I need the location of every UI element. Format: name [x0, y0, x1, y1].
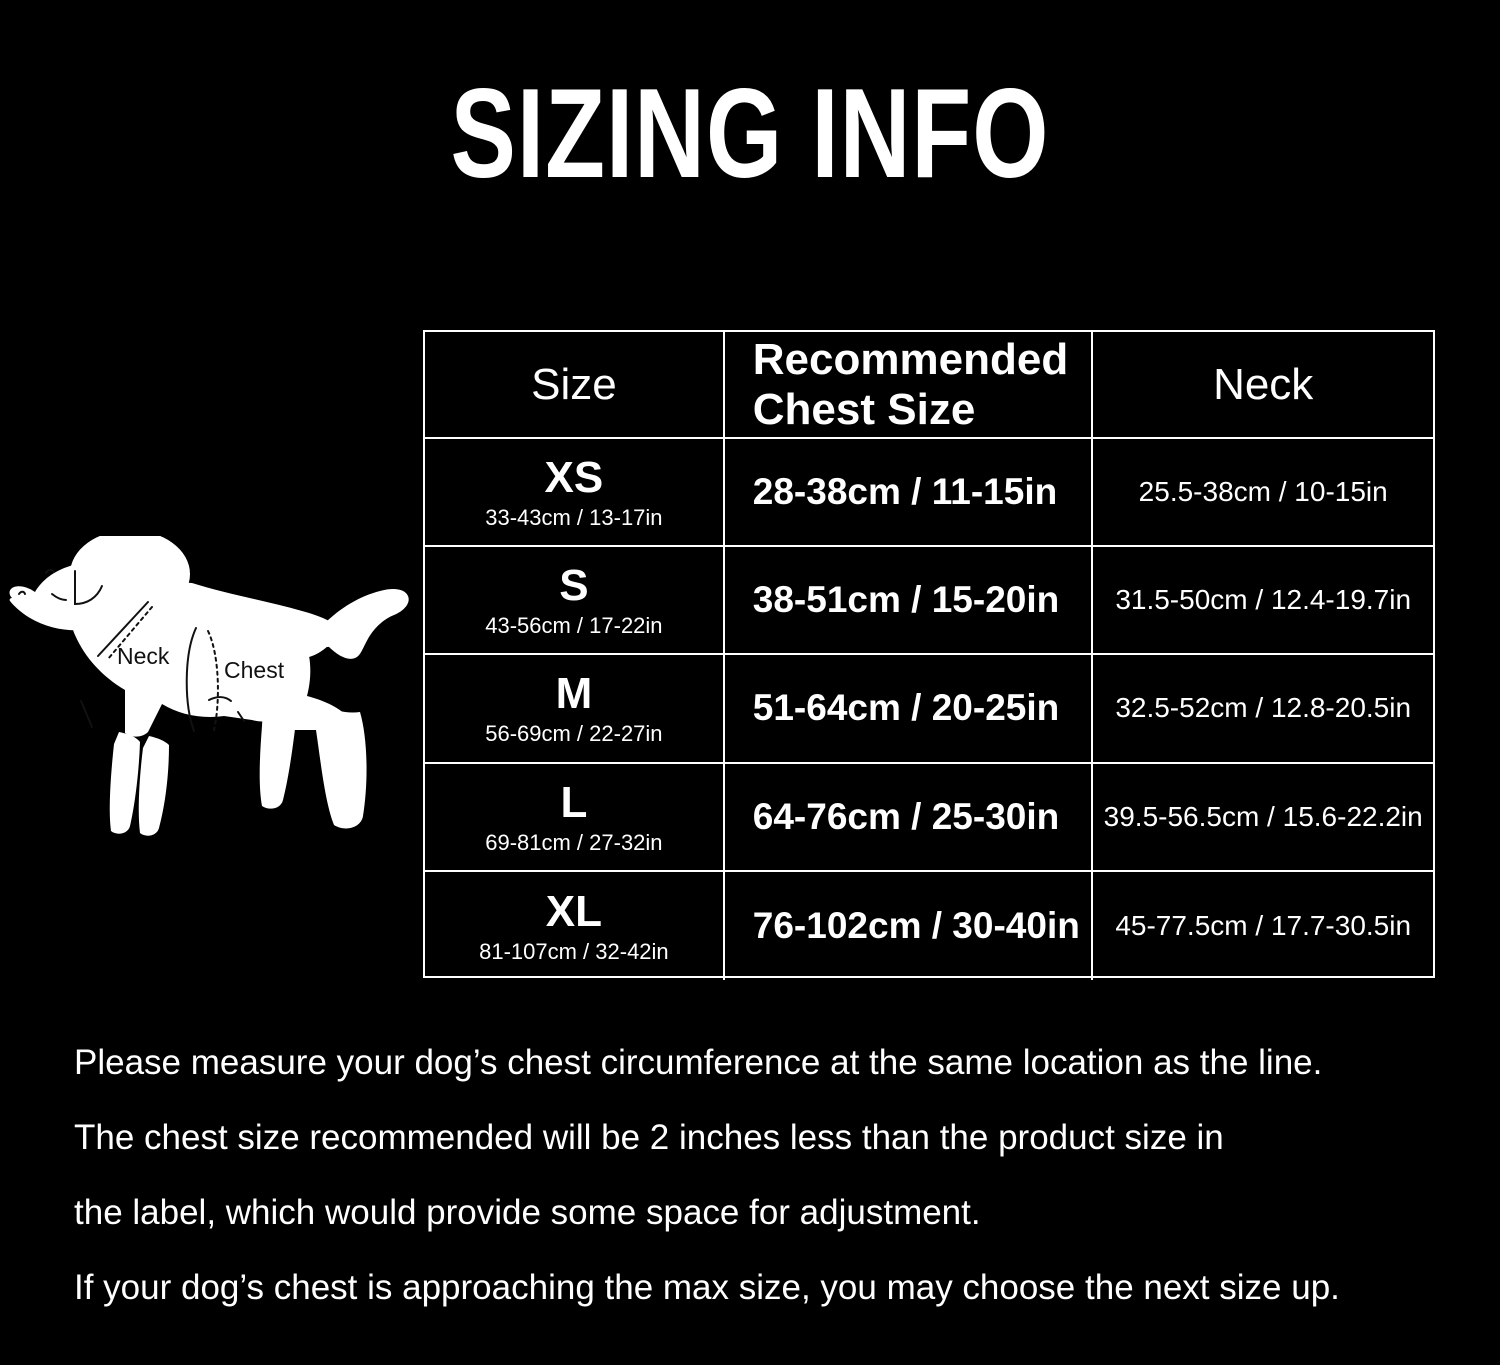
svg-text:Chest: Chest	[224, 657, 285, 683]
svg-text:Neck: Neck	[117, 643, 170, 669]
